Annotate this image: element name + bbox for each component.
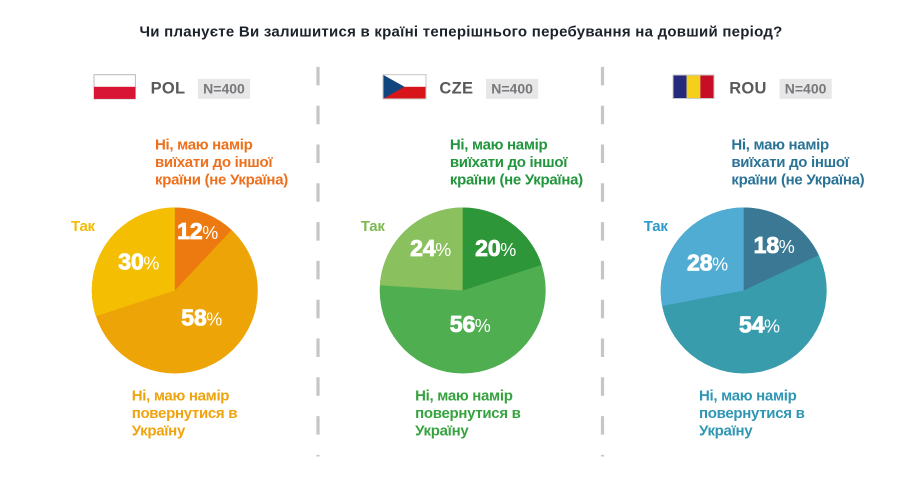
svg-text:виїхати до іншої: виїхати до іншої — [731, 154, 849, 171]
svg-text:Ні, маю намір: Ні, маю намір — [155, 136, 253, 153]
svg-text:Чи плануєте Ви залишитися в кр: Чи плануєте Ви залишитися в країні тепер… — [139, 24, 782, 41]
svg-text:56%: 56% — [450, 311, 491, 337]
svg-text:Ні, маю намір: Ні, маю намір — [699, 387, 797, 404]
svg-text:Так: Так — [644, 218, 669, 235]
svg-text:POL: POL — [151, 79, 186, 97]
svg-text:N=400: N=400 — [203, 81, 245, 97]
svg-text:18%: 18% — [754, 232, 795, 258]
svg-text:виїхати до іншої: виїхати до іншої — [450, 154, 568, 171]
svg-text:Ні, маю намір: Ні, маю намір — [450, 136, 548, 153]
svg-text:Ні, маю намір: Ні, маю намір — [415, 387, 513, 404]
svg-text:54%: 54% — [739, 312, 780, 338]
svg-text:країни (не Україна): країни (не Україна) — [450, 171, 583, 188]
svg-text:повернутися в: повернутися в — [699, 405, 805, 422]
svg-text:30%: 30% — [118, 249, 159, 275]
svg-text:Україну: Україну — [132, 422, 186, 439]
svg-text:ROU: ROU — [729, 79, 767, 97]
svg-text:Україну: Україну — [699, 422, 753, 439]
svg-text:Ні, маю намір: Ні, маю намір — [132, 387, 230, 404]
svg-text:повернутися в: повернутися в — [132, 405, 238, 422]
svg-text:Так: Так — [361, 218, 386, 235]
svg-text:N=400: N=400 — [785, 81, 827, 97]
svg-text:N=400: N=400 — [491, 81, 533, 97]
svg-text:виїхати до іншої: виїхати до іншої — [155, 154, 273, 171]
svg-text:CZE: CZE — [439, 79, 473, 97]
svg-text:58%: 58% — [181, 305, 222, 331]
svg-text:країни (не Україна): країни (не Україна) — [731, 171, 864, 188]
svg-text:20%: 20% — [475, 235, 516, 261]
svg-text:24%: 24% — [410, 235, 451, 261]
svg-text:28%: 28% — [687, 250, 728, 276]
svg-text:повернутися в: повернутися в — [415, 405, 521, 422]
svg-text:країни (не Україна): країни (не Україна) — [155, 171, 288, 188]
svg-text:Так: Так — [71, 218, 96, 235]
svg-text:12%: 12% — [177, 218, 218, 244]
svg-text:Україну: Україну — [415, 422, 469, 439]
svg-text:Ні, маю намір: Ні, маю намір — [731, 136, 829, 153]
